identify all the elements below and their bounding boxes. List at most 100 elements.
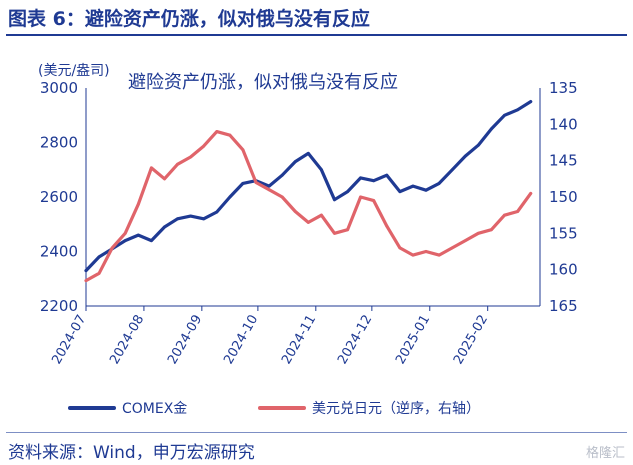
gold-data-point (516, 108, 519, 112)
usdjpy-data-point (411, 253, 415, 257)
title-rule (6, 34, 627, 36)
gold-data-point (136, 233, 140, 237)
x-tick-label: 2024-11 (279, 313, 319, 368)
gold-data-point (202, 217, 206, 221)
source-note: 资料来源：Wind，申万宏源研究 (8, 443, 255, 463)
right-tick-label: 165 (549, 297, 578, 315)
gold-data-point (411, 184, 415, 188)
usdjpy-data-point (463, 239, 467, 243)
x-tick-label: 2024-10 (221, 313, 261, 368)
gold-data-point (450, 168, 454, 172)
gold-data-point (424, 188, 428, 192)
chart-title: 避险资产仍涨，似对俄乌没有反应 (128, 72, 398, 93)
gold-data-point (346, 190, 349, 194)
usdjpy-data-point (516, 210, 519, 213)
gold-data-point (84, 269, 88, 272)
usdjpy-data-point (267, 188, 271, 192)
usdjpy-data-point (306, 221, 310, 224)
gold-data-point (503, 113, 506, 117)
right-tick-label: 140 (549, 115, 578, 133)
gold-data-point (437, 182, 441, 185)
usdjpy-data-point (123, 231, 127, 235)
usdjpy-data-point (228, 133, 232, 137)
gold-data-point (123, 239, 127, 243)
left-axis-ticks: 2200 2400 2600 2800 3000 (40, 79, 78, 315)
left-tick-label: 3000 (40, 79, 78, 97)
usdjpy-data-point (202, 144, 206, 148)
gold-data-point (306, 152, 310, 155)
legend-swatch-usdjpy (258, 406, 306, 410)
watermark: 格隆汇 (585, 446, 625, 461)
usdjpy-data-point (503, 213, 506, 217)
right-tick-label: 145 (549, 152, 578, 170)
gold-data-point (150, 239, 153, 243)
left-tick-label: 2800 (40, 134, 78, 152)
usdjpy-data-point (189, 155, 193, 159)
right-tick-label: 150 (549, 188, 578, 206)
left-tick-label: 2400 (40, 243, 78, 261)
x-tick-label: 2024-08 (107, 313, 147, 368)
gold-data-point (385, 173, 389, 177)
usdjpy-data-point (241, 148, 245, 152)
gold-data-point (490, 127, 493, 131)
gold-data-point (372, 179, 376, 183)
usdjpy-data-point (97, 271, 101, 275)
usdjpy-data-point (136, 202, 140, 206)
usdjpy-data-point (359, 195, 362, 199)
x-tick-label: 2024-12 (335, 313, 375, 368)
right-tick-label: 135 (549, 79, 578, 97)
x-tick-label: 2025-01 (393, 313, 433, 368)
usdjpy-data-point (529, 192, 533, 195)
usdjpy-data-point (280, 195, 284, 199)
gold-data-point (359, 176, 362, 180)
usdjpy-data-point (254, 181, 258, 184)
x-tick-label: 2024-09 (165, 313, 205, 368)
gold-data-point (529, 100, 533, 103)
figure-title: 图表 6：避险资产仍涨，似对俄乌没有反应 (8, 8, 370, 30)
left-tick-label: 2600 (40, 188, 78, 206)
usdjpy-data-point (150, 166, 153, 170)
usdjpy-data-point (293, 210, 297, 213)
x-tick-label: 2025-02 (451, 313, 491, 368)
legend-swatch-gold (68, 406, 116, 410)
axes (85, 88, 541, 311)
usdjpy-data-point (385, 224, 389, 228)
x-tick-label: 2024-07 (49, 313, 89, 368)
usdjpy-data-point (346, 228, 349, 232)
gold-data-point (333, 198, 336, 202)
usdjpy-data-point (398, 246, 402, 250)
left-tick-label: 2200 (40, 297, 78, 315)
usdjpy-data-point (476, 231, 480, 235)
gold-data-point (215, 210, 219, 214)
usdjpy-data-point (320, 213, 323, 217)
gold-data-point (241, 182, 245, 185)
gold-series-line (84, 99, 533, 273)
usdjpy-data-point (372, 199, 376, 203)
gold-data-point (476, 143, 480, 147)
gold-data-point (293, 160, 297, 164)
gold-data-point (267, 184, 271, 188)
usdjpy-data-point (437, 253, 441, 257)
usdjpy-data-point (490, 228, 493, 232)
gold-data-point (280, 173, 284, 177)
source-rule (6, 432, 627, 433)
right-tick-label: 155 (549, 224, 578, 242)
usdjpy-data-point (176, 162, 179, 166)
right-axis-ticks: 135 140 145 150 155 160 165 (549, 79, 578, 315)
gold-data-point (398, 190, 402, 194)
usdjpy-data-point (215, 130, 219, 134)
series-lines (84, 99, 533, 283)
usdjpy-data-point (163, 177, 166, 181)
gold-data-point (320, 168, 323, 172)
gold-data-point (97, 255, 101, 259)
legend-label-gold: COMEX金 (122, 401, 188, 417)
gold-data-point (163, 225, 166, 229)
gold-data-point (228, 195, 232, 199)
gold-data-point (189, 214, 193, 218)
legend-label-usdjpy: 美元兑日元（逆序，右轴） (312, 401, 480, 417)
usdjpy-data-point (333, 231, 336, 235)
gold-data-point (463, 154, 467, 158)
gold-data-point (176, 217, 179, 221)
usdjpy-data-point (110, 246, 114, 250)
